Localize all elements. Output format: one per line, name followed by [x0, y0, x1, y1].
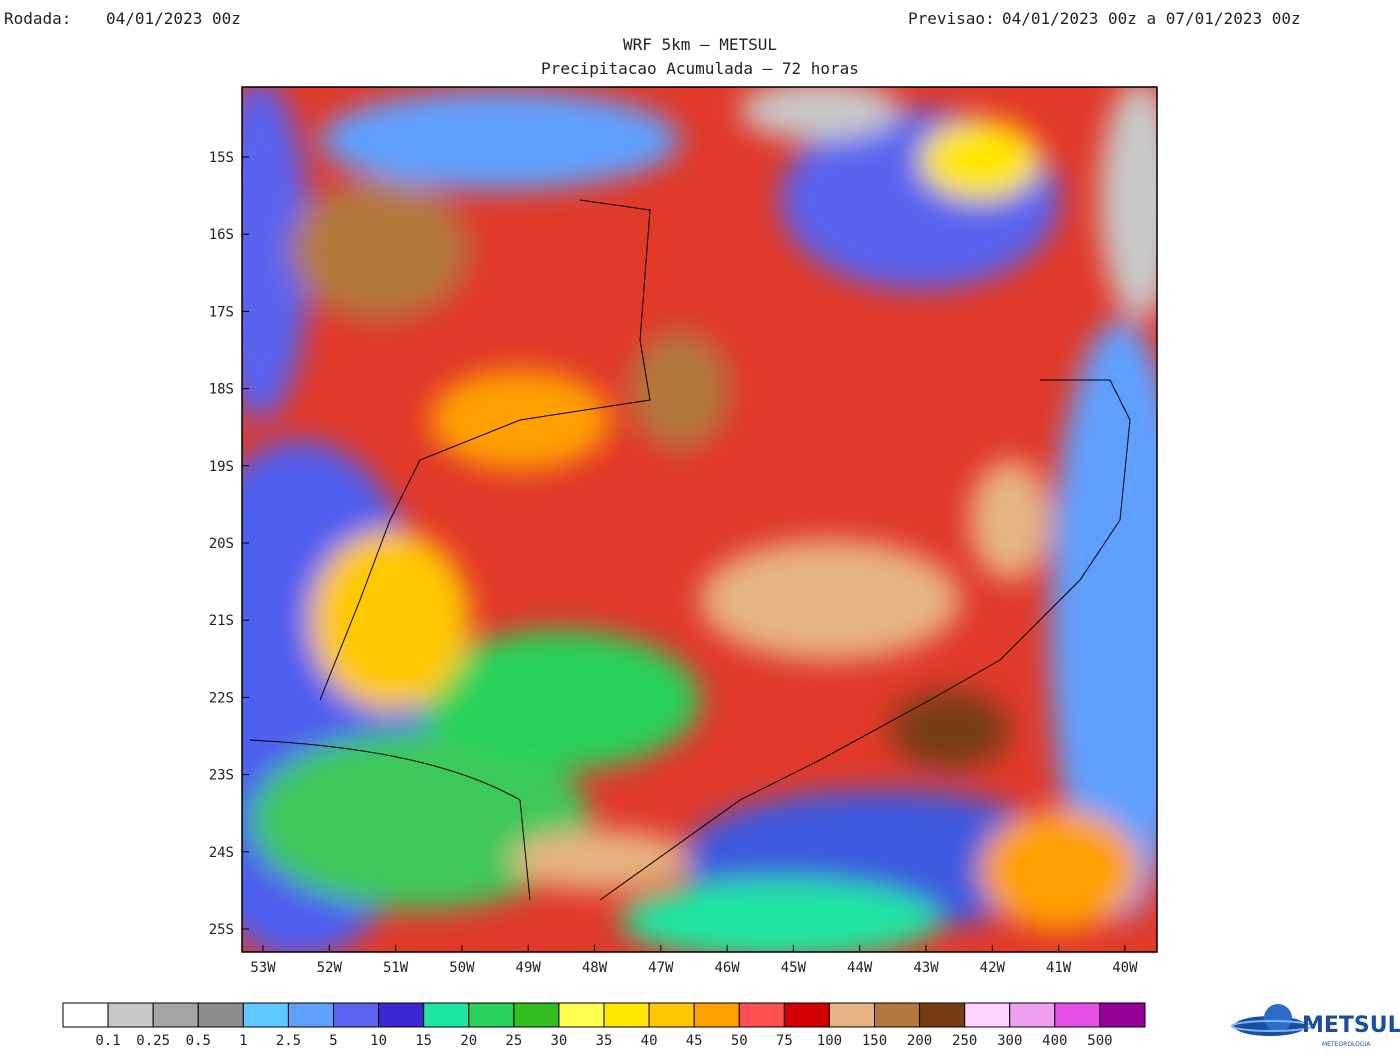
- colorbar-label: 30: [550, 1033, 567, 1049]
- lat-label: 21S: [209, 613, 234, 629]
- colorbar-label: 5: [329, 1033, 337, 1049]
- colorbar-label: 50: [731, 1033, 748, 1049]
- forecast-value: 04/01/2023 00z a 07/01/2023 00z: [1002, 9, 1301, 28]
- colorbar-label: 1: [239, 1033, 247, 1049]
- colorbar-label: 0.25: [136, 1033, 170, 1049]
- colorbar-label: 250: [952, 1033, 977, 1049]
- color-box: [513, 1002, 560, 1028]
- colorbar-label: 45: [686, 1033, 703, 1049]
- title: WRF 5km — METSUL: [623, 35, 777, 54]
- logo: METSUL METEOROLOGIA: [1231, 1004, 1400, 1048]
- lon-label: 42W: [980, 960, 1006, 976]
- colorbar-label: 2.5: [276, 1033, 301, 1049]
- color-box: [603, 1002, 650, 1028]
- color-box: [919, 1002, 966, 1028]
- lat-label: 20S: [209, 536, 234, 552]
- color-box: [107, 1002, 154, 1028]
- color-box: [287, 1002, 334, 1028]
- run-value: 04/01/2023 00z: [106, 9, 241, 28]
- colorbar-label: 300: [997, 1033, 1022, 1049]
- colorbar-label: 200: [907, 1033, 932, 1049]
- logo-tagline: METEOROLOGIA: [1322, 1041, 1371, 1048]
- color-box: [738, 1002, 785, 1028]
- color-box: [648, 1002, 695, 1028]
- colorbar-label: 35: [596, 1033, 613, 1049]
- lat-label: 25S: [209, 922, 234, 938]
- color-box: [62, 1002, 109, 1028]
- lon-label: 46W: [714, 960, 740, 976]
- colorbar: 0.1 0.25 0.5 1 2.5 5 10 15 20 25 30 35 40 45 50 75 100 15…: [62, 1002, 1146, 1049]
- forecast-label: Previsao:: [908, 9, 995, 28]
- color-box: [378, 1002, 425, 1028]
- color-box: [783, 1002, 830, 1028]
- colorbar-label: 25: [505, 1033, 522, 1049]
- color-box: [197, 1002, 244, 1028]
- lat-label: 22S: [209, 690, 234, 706]
- lon-label: 45W: [781, 960, 807, 976]
- lat-label: 16S: [209, 227, 234, 243]
- colorbar-label: 15: [415, 1033, 432, 1049]
- color-box: [964, 1002, 1011, 1028]
- lon-label: 40W: [1112, 960, 1138, 976]
- colorbar-label: 150: [862, 1033, 887, 1049]
- precip-field: [242, 87, 1157, 952]
- color-box: [152, 1002, 199, 1028]
- color-box: [423, 1002, 470, 1028]
- run-label: Rodada:: [4, 9, 71, 28]
- colorbar-label: 100: [817, 1033, 842, 1049]
- colorbar-label: 20: [460, 1033, 477, 1049]
- lon-label: 44W: [847, 960, 873, 976]
- lat-label: 24S: [209, 845, 234, 861]
- color-box: [468, 1002, 515, 1028]
- lon-label: 50W: [449, 960, 475, 976]
- color-box: [1099, 1002, 1146, 1028]
- colorbar-label: 500: [1087, 1033, 1112, 1049]
- lon-label: 47W: [648, 960, 674, 976]
- map-frame: [241, 86, 1158, 953]
- color-box: [828, 1002, 876, 1028]
- lat-label: 18S: [209, 382, 234, 398]
- colorbar-label: 0.1: [95, 1033, 120, 1049]
- color-box: [874, 1002, 921, 1028]
- subtitle: Precipitacao Acumulada — 72 horas: [541, 59, 859, 78]
- color-box: [242, 1002, 289, 1028]
- lon-label: 51W: [383, 960, 409, 976]
- lon-label: 43W: [913, 960, 939, 976]
- colorbar-label: 75: [776, 1033, 793, 1049]
- lon-label: 41W: [1046, 960, 1072, 976]
- color-box: [693, 1002, 740, 1028]
- lat-label: 15S: [209, 150, 234, 166]
- logo-name: METSUL: [1302, 1013, 1400, 1038]
- lon-label: 49W: [516, 960, 542, 976]
- color-box: [1054, 1002, 1101, 1028]
- color-box: [1009, 1002, 1056, 1028]
- lon-label: 53W: [250, 960, 276, 976]
- color-box: [558, 1002, 605, 1028]
- lon-label: 48W: [582, 960, 608, 976]
- color-box: [333, 1002, 380, 1028]
- axes: 15S 16S 17S 18S 19S 20S 21S 22S 23S 24S 25S 53W 52W 5…: [209, 150, 1138, 976]
- lon-label: 52W: [317, 960, 343, 976]
- colorbar-label: 10: [370, 1033, 387, 1049]
- colorbar-label: 400: [1042, 1033, 1067, 1049]
- colorbar-label: 0.5: [186, 1033, 211, 1049]
- lat-label: 19S: [209, 459, 234, 475]
- lat-label: 23S: [209, 768, 234, 784]
- colorbar-label: 40: [641, 1033, 658, 1049]
- lat-label: 17S: [209, 304, 234, 320]
